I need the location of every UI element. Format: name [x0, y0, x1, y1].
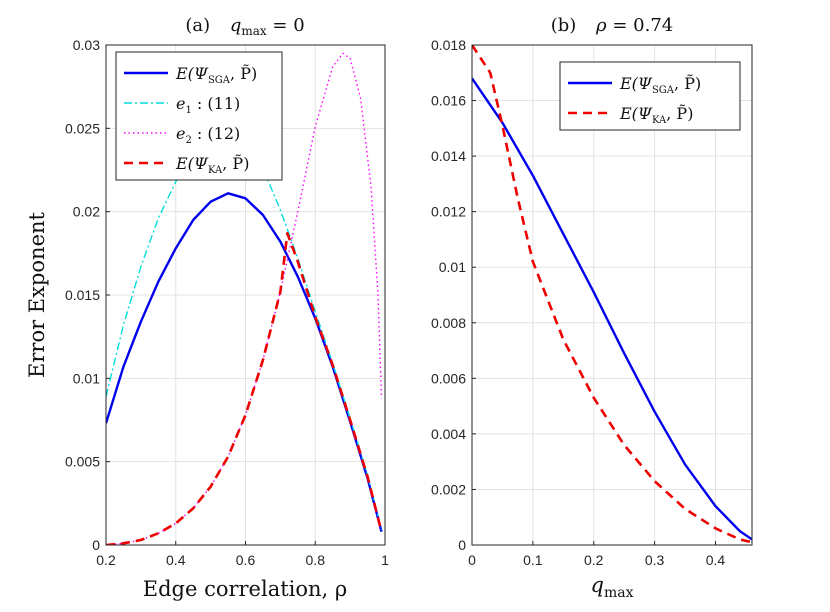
x-tick-label: 0.2 — [584, 552, 604, 568]
x-tick-label: 1 — [381, 552, 389, 568]
y-tick-label: 0.008 — [431, 315, 466, 331]
series-line-a-3 — [106, 232, 383, 545]
series-line-a-2 — [106, 52, 383, 545]
y-tick-label: 0.01 — [439, 259, 466, 275]
y-tick-label: 0.025 — [65, 120, 100, 136]
panel-b-xlabel-var: q — [591, 573, 604, 597]
x-tick-label: 0.4 — [706, 552, 726, 568]
y-tick-label: 0.014 — [431, 148, 466, 164]
panel-a-title-var: q — [230, 15, 242, 36]
ticks-b: 0 0.1 0.2 0.3 0.4 0 0.002 0.004 0.006 0.008 0.01 0.… — [431, 37, 725, 568]
legend-box — [559, 61, 741, 131]
axes-frame-b — [471, 44, 753, 546]
panel-b-title-prefix: (b) — [551, 15, 577, 36]
panel-a-title: (a) qmax = 0 — [185, 15, 304, 38]
x-tick-label: 0 — [468, 552, 476, 568]
series-line-b-0 — [472, 77, 752, 541]
x-tick-label: 0.2 — [96, 552, 116, 568]
x-tick-label: 0.3 — [645, 552, 665, 568]
y-tick-label: 0.004 — [431, 426, 466, 442]
legend-a: E(ΨSGA, P̃) e1 : (11) e2 : (12) E(ΨKA, P̃) — [115, 51, 283, 181]
y-tick-label: 0.01 — [73, 370, 100, 386]
x-tick-label: 0.4 — [166, 552, 186, 568]
y-tick-label: 0.012 — [431, 204, 466, 220]
y-tick-label: 0.005 — [65, 454, 100, 470]
panel-a-title-sub: max — [241, 24, 267, 38]
y-axis-label: Error Exponent — [25, 211, 49, 378]
legend-label: E(ΨKA, P̃) — [619, 104, 693, 126]
series-group-b — [472, 45, 752, 544]
legend-label: E(ΨSGA, P̃) — [619, 74, 701, 96]
y-tick-label: 0.02 — [73, 204, 100, 220]
ticks-a: 0.2 0.4 0.6 0.8 1 0 0.005 0.01 0.015 0.02 0.025 0.0… — [65, 37, 389, 568]
y-tick-label: 0.016 — [431, 93, 466, 109]
panel-b-xlabel: qmax — [591, 573, 634, 601]
y-tick-label: 0.002 — [431, 481, 466, 497]
legend-b: E(ΨSGA, P̃) E(ΨKA, P̃) — [559, 61, 741, 131]
x-tick-label: 0.8 — [306, 552, 326, 568]
y-tick-label: 0.015 — [65, 287, 100, 303]
y-tick-label: 0 — [92, 537, 100, 553]
panel-b-xlabel-sub: max — [604, 585, 634, 601]
y-tick-label: 0.006 — [431, 370, 466, 386]
panel-a-xlabel: Edge correlation, ρ — [143, 577, 347, 601]
y-tick-label: 0.018 — [431, 37, 466, 53]
legend-label: e1 : (11) — [176, 94, 240, 116]
legend-label: E(ΨKA, P̃) — [175, 154, 249, 176]
chart-panel-a: 0.2 0.4 0.6 0.8 1 0 0.005 0.01 0.015 0.02 0.025 0.0… — [25, 15, 389, 601]
series-group-a — [106, 52, 383, 545]
panel-a-title-rest: = 0 — [267, 15, 305, 36]
y-tick-label: 0 — [458, 537, 466, 553]
y-tick-label: 0.03 — [73, 37, 100, 53]
chart-panel-b: 0 0.1 0.2 0.3 0.4 0 0.002 0.004 0.006 0.008 0.01 0.… — [431, 15, 753, 601]
legend-label: e2 : (12) — [176, 124, 240, 146]
x-tick-label: 0.1 — [523, 552, 543, 568]
panel-a-title-prefix: (a) — [185, 15, 210, 36]
legend-label: E(ΨSGA, P̃) — [175, 64, 257, 86]
series-line-a-0 — [106, 192, 383, 532]
panel-b-title: (b) ρ = 0.74 — [551, 15, 674, 36]
x-tick-label: 0.6 — [236, 552, 256, 568]
panel-b-title-rest: = 0.74 — [607, 15, 674, 36]
panel-b-title-var: ρ — [595, 15, 607, 36]
